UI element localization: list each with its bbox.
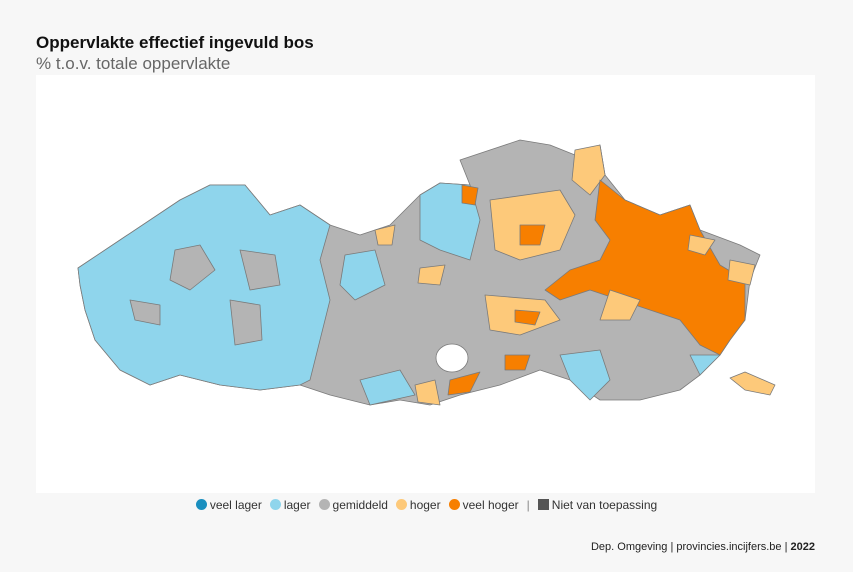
brussels-gap	[435, 343, 469, 373]
legend-swatch	[537, 499, 549, 510]
region	[689, 354, 721, 376]
year: 2022	[790, 541, 815, 553]
legend-label: Niet van toepassing	[551, 498, 658, 512]
region	[504, 354, 531, 371]
region	[414, 379, 441, 406]
region	[514, 309, 541, 326]
region	[239, 249, 281, 291]
region	[559, 349, 611, 401]
legend-label: hoger	[409, 498, 441, 512]
region	[727, 259, 756, 286]
legend-label: veel lager	[209, 498, 262, 512]
legend-item: lager	[269, 498, 311, 512]
region	[729, 371, 776, 396]
legend-label: lager	[283, 498, 311, 512]
region	[129, 299, 161, 326]
legend-swatch	[318, 499, 330, 510]
region	[544, 179, 746, 356]
region	[687, 234, 716, 256]
region	[461, 184, 479, 206]
legend-item: veel hoger	[448, 498, 519, 512]
legend-item: hoger	[395, 498, 441, 512]
legend-swatch	[269, 499, 281, 510]
region	[359, 369, 416, 406]
region	[229, 299, 263, 346]
legend: veel lager lager gemiddeld hoger veel hoger |…	[0, 498, 853, 512]
legend-separator: |	[526, 498, 530, 512]
region	[417, 264, 446, 286]
legend-swatch	[195, 499, 207, 510]
region	[374, 224, 396, 246]
legend-label: veel hoger	[462, 498, 519, 512]
legend-item: gemiddeld	[318, 498, 388, 512]
legend-swatch	[395, 499, 407, 510]
legend-swatch	[448, 499, 460, 510]
region	[169, 244, 216, 291]
title: Oppervlakte effectief ingevuld bos	[36, 33, 314, 52]
region	[599, 289, 641, 321]
subtitle: % t.o.v. totale oppervlakte	[36, 54, 231, 73]
region	[447, 371, 481, 396]
region	[571, 144, 606, 196]
footer: Dep. Omgeving | provincies.incijfers.be …	[591, 541, 815, 553]
legend-label: gemiddeld	[332, 498, 388, 512]
region	[519, 224, 546, 246]
region	[339, 249, 386, 301]
source: Dep. Omgeving | provincies.incijfers.be …	[590, 541, 788, 553]
region	[77, 184, 331, 391]
legend-item: Niet van toepassing	[537, 498, 658, 512]
legend-item: veel lager	[195, 498, 262, 512]
